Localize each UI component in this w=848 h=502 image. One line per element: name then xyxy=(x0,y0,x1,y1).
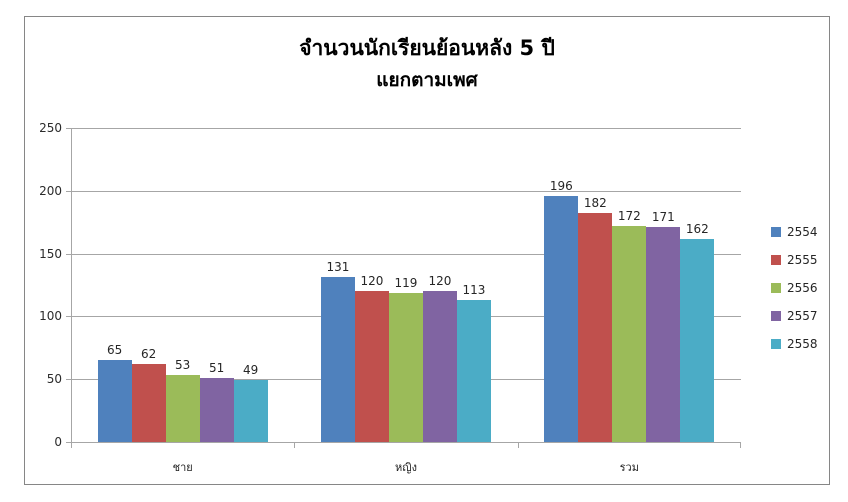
legend-label: 2558 xyxy=(787,337,818,351)
legend-item[interactable]: 2557 xyxy=(771,302,827,330)
y-tick-mark xyxy=(66,379,71,381)
bar[interactable] xyxy=(354,291,389,442)
y-tick-label: 50 xyxy=(46,372,62,387)
bar-cell: 62 xyxy=(131,128,166,442)
gridline xyxy=(71,190,741,192)
gridline xyxy=(71,253,741,255)
bar[interactable] xyxy=(422,291,457,442)
legend-label: 2556 xyxy=(787,281,818,295)
x-tick-mark xyxy=(294,442,296,448)
bar-group: 131 120 119 120 113 หญิง xyxy=(294,128,517,474)
bar[interactable] xyxy=(388,292,423,442)
legend-divider xyxy=(761,133,762,379)
bar[interactable] xyxy=(165,375,200,442)
bar-group: 196 182 172 171 162 รวม xyxy=(517,128,741,474)
bar-cell: 131 xyxy=(320,128,355,442)
bar-value-label: 51 xyxy=(209,360,225,375)
bar-cell: 53 xyxy=(165,128,200,442)
gridline xyxy=(71,442,741,443)
legend-label: 2554 xyxy=(787,225,818,239)
y-tick-mark xyxy=(66,442,71,443)
y-axis-line xyxy=(71,128,72,442)
y-tick-label: 0 xyxy=(54,435,62,449)
bar-cell: 182 xyxy=(578,128,613,442)
y-tick-mark xyxy=(66,253,71,255)
legend-color-swatch xyxy=(771,339,781,349)
y-tick-label: 100 xyxy=(39,309,62,324)
bar-group-bars: 196 182 172 171 162 xyxy=(518,128,741,442)
bar-cell: 196 xyxy=(544,128,579,442)
chart-legend: 2554 2555 2556 2557 2558 xyxy=(771,218,827,358)
bar-value-label: 172 xyxy=(617,208,641,223)
bar-group-bars: 65 62 53 51 49 xyxy=(71,128,294,442)
legend-label: 2555 xyxy=(787,253,818,267)
bar-value-label: 120 xyxy=(360,274,384,289)
bar[interactable] xyxy=(578,213,613,442)
bar-group-bars: 131 120 119 120 113 xyxy=(294,128,517,442)
chart-title-block: จำนวนนักเรียนย้อนหลัง 5 ปี แยกตามเพศ xyxy=(25,31,829,95)
bar-cell: 65 xyxy=(97,128,132,442)
bar[interactable] xyxy=(131,364,166,442)
chart-title: จำนวนนักเรียนย้อนหลัง 5 ปี xyxy=(299,36,555,60)
legend-label: 2557 xyxy=(787,309,818,323)
legend-item[interactable]: 2558 xyxy=(771,330,827,358)
gridline xyxy=(71,128,741,129)
bar[interactable] xyxy=(680,238,715,442)
y-tick-label: 150 xyxy=(39,246,62,261)
x-tick-mark xyxy=(71,442,72,448)
plot-area: 0 50 100 150 200 250 65 62 53 51 49 ชาย 131 120 119 12… xyxy=(39,121,741,474)
bar-cell: 120 xyxy=(354,128,389,442)
x-tick-mark xyxy=(517,442,519,448)
bar[interactable] xyxy=(612,225,647,442)
legend-color-swatch xyxy=(771,255,781,265)
bar-value-label: 65 xyxy=(107,343,123,358)
bar-cell: 49 xyxy=(233,128,268,442)
bar[interactable] xyxy=(97,360,132,442)
legend-item[interactable]: 2554 xyxy=(771,218,827,246)
bar-cell: 162 xyxy=(680,128,715,442)
chart-subtitle: แยกตามเพศ xyxy=(376,69,478,91)
legend-color-swatch xyxy=(771,283,781,293)
x-tick-mark xyxy=(739,442,741,448)
legend-item[interactable]: 2555 xyxy=(771,246,827,274)
legend-item[interactable]: 2556 xyxy=(771,274,827,302)
bar-cell: 113 xyxy=(456,128,491,442)
y-tick-mark xyxy=(66,190,71,192)
x-axis-category-label: รวม xyxy=(619,461,639,474)
bar-group: 65 62 53 51 49 ชาย xyxy=(71,128,294,474)
chart-container: จำนวนนักเรียนย้อนหลัง 5 ปี แยกตามเพศ 0 50… xyxy=(24,16,830,485)
bar-value-label: 171 xyxy=(651,210,675,225)
bar[interactable] xyxy=(646,227,681,442)
x-axis-category-label: หญิง xyxy=(394,461,417,474)
legend-color-swatch xyxy=(771,311,781,321)
y-tick-mark xyxy=(66,316,71,318)
y-tick-label: 250 xyxy=(39,121,62,135)
bar-value-label: 182 xyxy=(583,196,607,211)
bar-cell: 119 xyxy=(388,128,423,442)
bar-value-label: 162 xyxy=(685,221,709,236)
bar[interactable] xyxy=(320,277,355,442)
bar-cell: 171 xyxy=(646,128,681,442)
bar-value-label: 119 xyxy=(394,275,418,290)
x-axis-category-label: ชาย xyxy=(172,461,193,474)
bar-value-label: 53 xyxy=(175,358,191,373)
bar-cell: 172 xyxy=(612,128,647,442)
bar[interactable] xyxy=(199,377,234,442)
bar-value-label: 113 xyxy=(462,283,486,298)
y-tick-mark xyxy=(66,128,71,129)
bar-value-label: 49 xyxy=(243,363,259,378)
bar[interactable] xyxy=(233,380,268,442)
bar-value-label: 120 xyxy=(428,274,452,289)
bar-cell: 120 xyxy=(422,128,457,442)
legend-color-swatch xyxy=(771,227,781,237)
bar-value-label: 62 xyxy=(141,347,157,362)
bar[interactable] xyxy=(544,195,579,442)
bar-cell: 51 xyxy=(199,128,234,442)
bar-value-label: 196 xyxy=(549,178,573,193)
bar[interactable] xyxy=(456,300,491,442)
y-tick-label: 200 xyxy=(39,183,62,198)
bar-value-label: 131 xyxy=(326,260,350,275)
